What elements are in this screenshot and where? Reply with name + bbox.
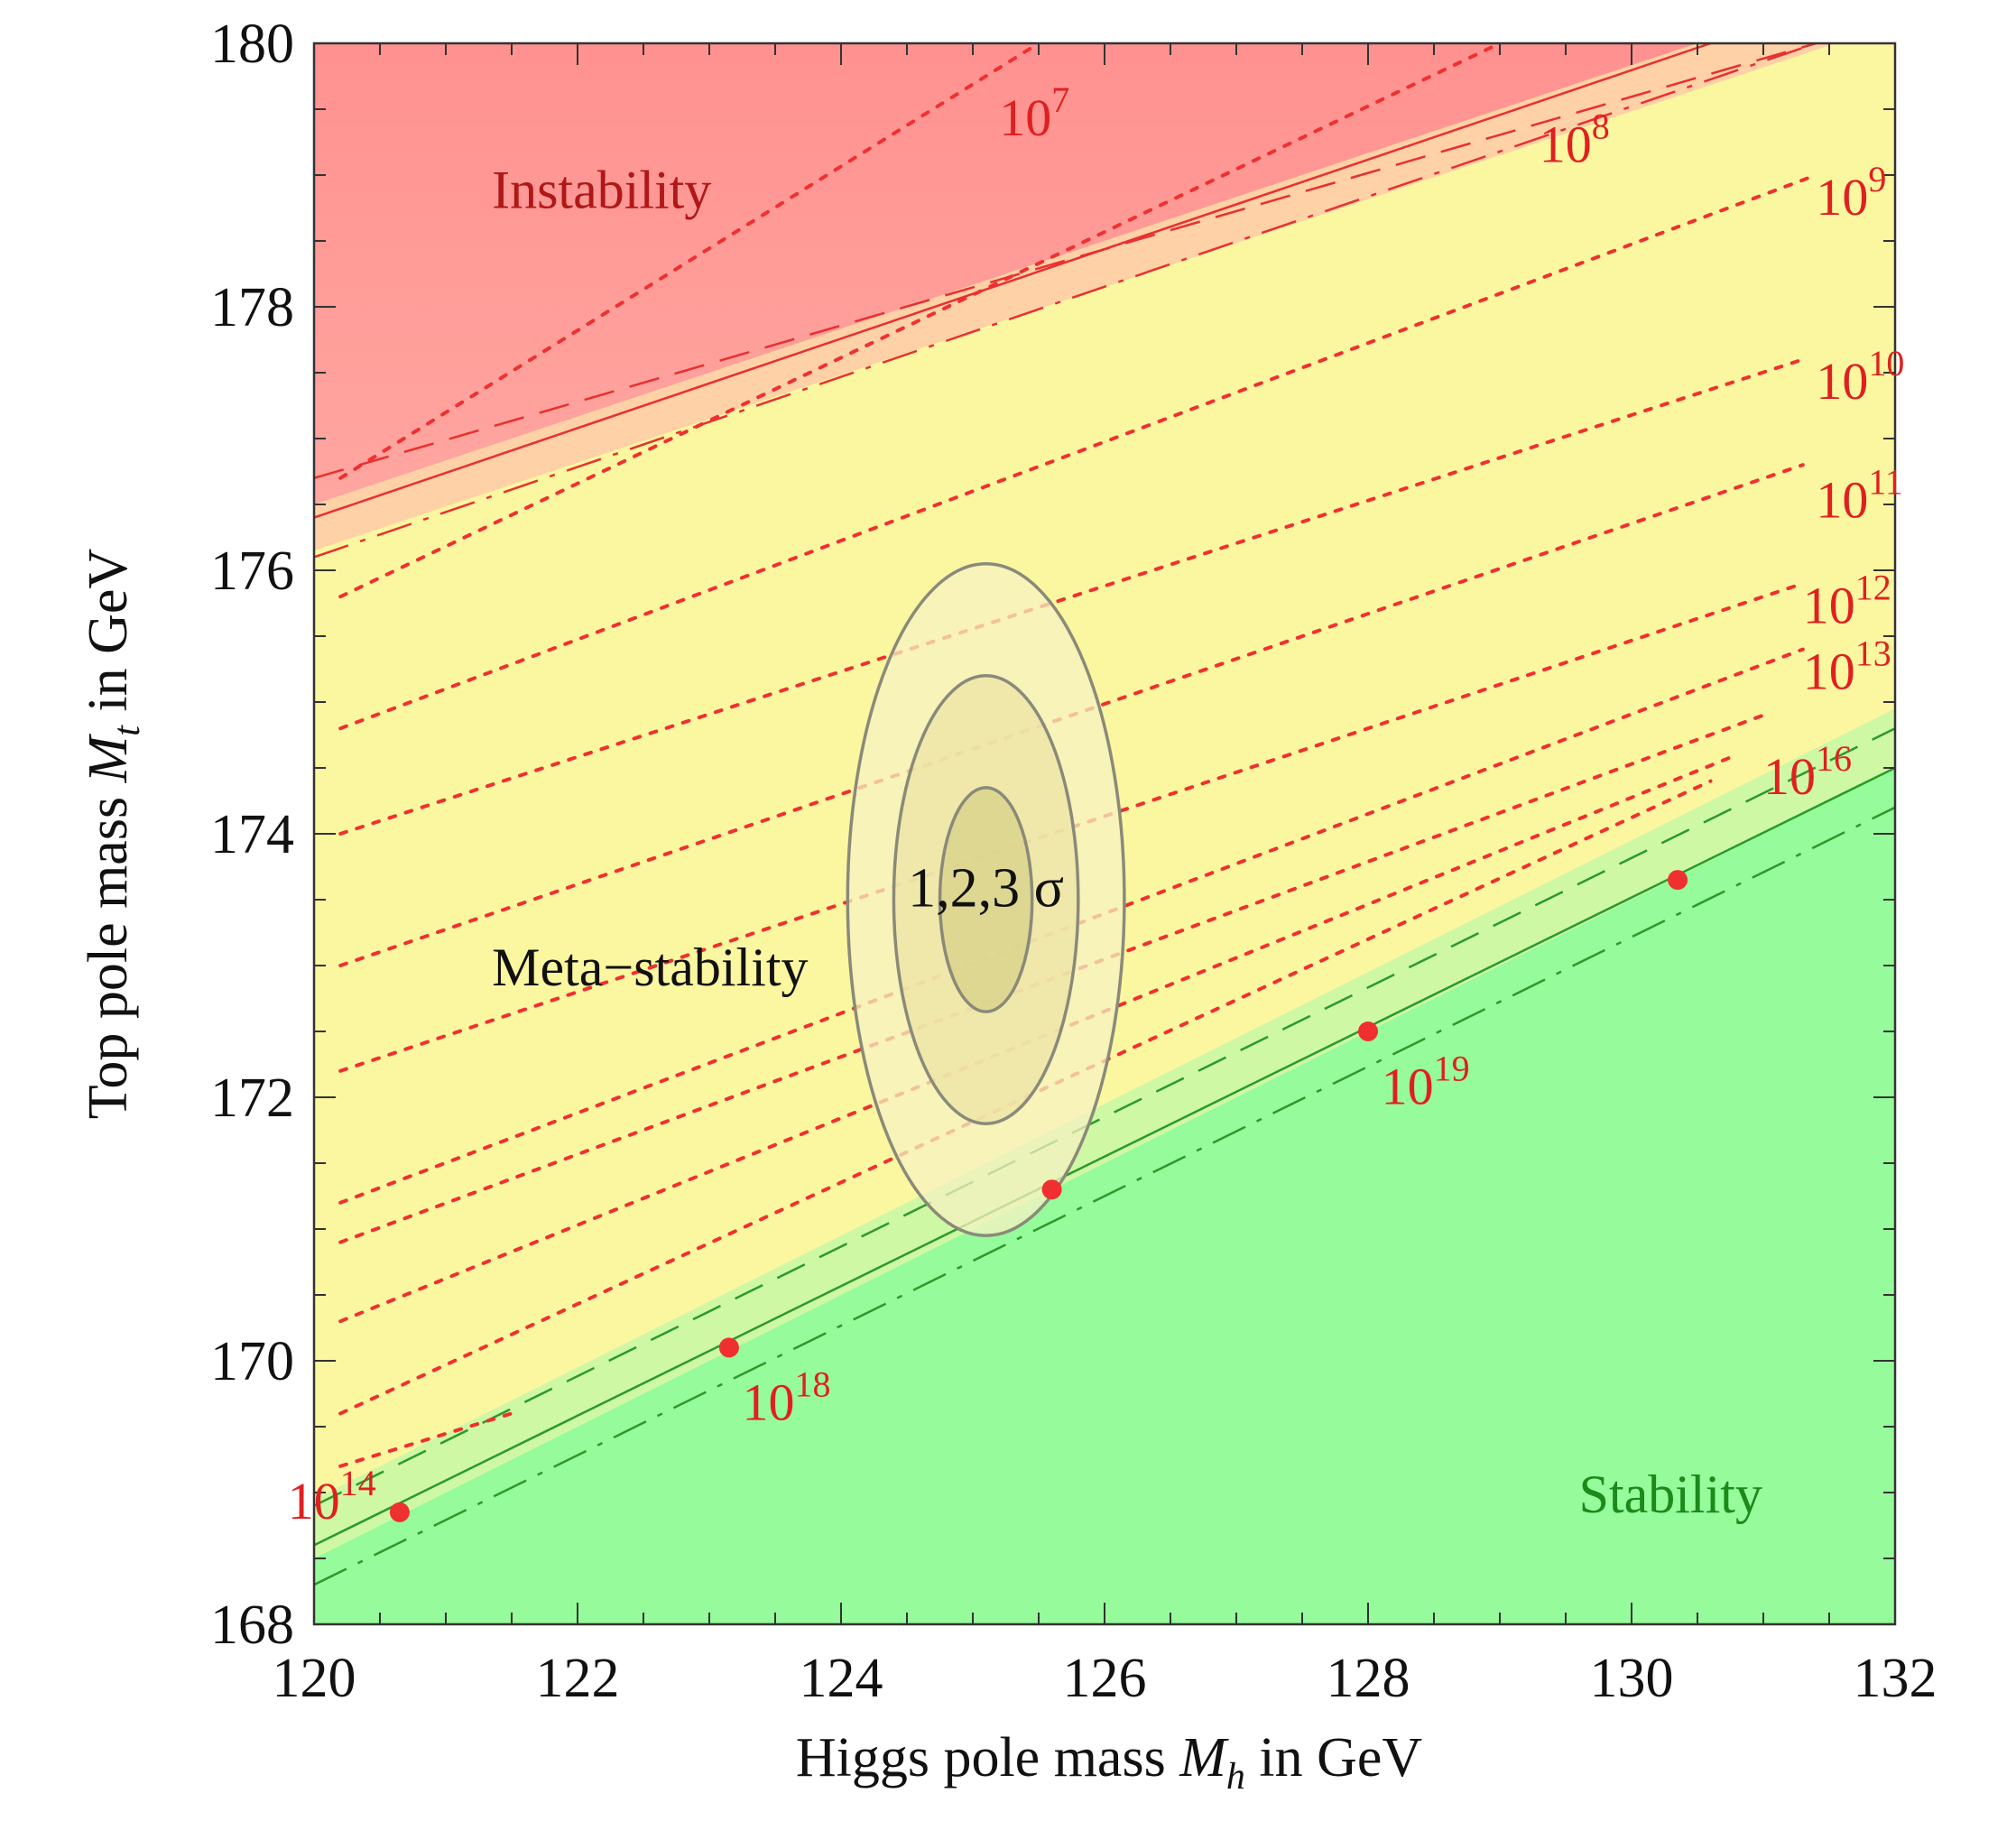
planck-point xyxy=(1358,1021,1378,1041)
lifetime-label-base: 10 xyxy=(288,1472,340,1530)
y-tick-label: 180 xyxy=(210,14,294,75)
instability-boundary-line xyxy=(314,43,1817,480)
planck-point xyxy=(389,1502,410,1522)
y-axis-title-text: Top pole mass xyxy=(78,782,139,1119)
lifetime-line xyxy=(338,1411,513,1468)
lifetime-label-exponent: 16 xyxy=(1816,738,1852,779)
y-tick-label: 170 xyxy=(210,1331,294,1392)
plot-area xyxy=(314,43,1895,1624)
lifetime-label-base: 10 xyxy=(1816,352,1868,411)
planck-point-label-base: 10 xyxy=(1382,1057,1434,1115)
sigma-ellipse xyxy=(938,786,1034,1013)
chart-labels: 120 122 124 126 128 130 1321681701721741761781… xyxy=(78,14,1937,1798)
stability-boundary-line xyxy=(314,766,1895,1547)
metastability-label: Meta−stability xyxy=(492,938,808,997)
x-tick-label: 132 xyxy=(1854,1648,1937,1709)
y-tick-label: 176 xyxy=(210,541,294,602)
lifetime-label-base: 10 xyxy=(1540,115,1592,173)
y-axis-title-sub: t xyxy=(106,725,148,736)
planck-point-label: 1018 xyxy=(743,1364,831,1432)
lifetime-label-base: 10 xyxy=(1803,576,1855,634)
y-tick-label: 174 xyxy=(210,804,294,865)
x-tick-label: 122 xyxy=(536,1648,620,1709)
planck-point-label-exponent: 19 xyxy=(1434,1048,1470,1088)
x-axis-title-symbol: M xyxy=(1179,1727,1229,1789)
x-tick-label: 126 xyxy=(1063,1648,1147,1709)
lifetime-label: 1011 xyxy=(1816,462,1903,530)
y-axis-title-unit: in GeV xyxy=(78,549,139,726)
x-axis-title-sub: h xyxy=(1226,1756,1245,1798)
stability-label: Stability xyxy=(1579,1465,1762,1524)
x-tick-label: 128 xyxy=(1327,1648,1410,1709)
planck-point xyxy=(1668,870,1688,891)
lifetime-line xyxy=(338,43,1040,480)
planck-point-label: 1019 xyxy=(1382,1048,1470,1115)
lifetime-label: 1013 xyxy=(1803,633,1891,700)
sigma-label: 1,2,3 σ xyxy=(908,857,1064,919)
instability-label: Instability xyxy=(492,161,711,220)
lifetime-label-base: 10 xyxy=(999,88,1051,147)
lifetime-line xyxy=(338,43,1502,599)
planck-point xyxy=(1041,1179,1062,1200)
lifetime-label: 1014 xyxy=(288,1463,376,1530)
lifetime-label-exponent: 13 xyxy=(1855,633,1891,673)
lifetime-label: 1012 xyxy=(1803,567,1891,634)
x-tick-label: 130 xyxy=(1590,1648,1674,1709)
lifetime-label: 1016 xyxy=(1763,738,1852,806)
x-axis-title-text: Higgs pole mass xyxy=(796,1727,1179,1789)
stability-boundary-line xyxy=(314,806,1895,1586)
lifetime-label: 108 xyxy=(1540,106,1610,173)
y-tick-label: 168 xyxy=(210,1595,294,1656)
lifetime-label: 107 xyxy=(999,79,1069,147)
lifetime-label-exponent: 8 xyxy=(1592,106,1610,146)
stability-boundary-line xyxy=(314,727,1895,1507)
lifetime-label-exponent: 9 xyxy=(1868,159,1886,199)
lifetime-label-exponent: 11 xyxy=(1868,462,1903,503)
lifetime-label: 1010 xyxy=(1816,343,1904,411)
y-tick-label: 178 xyxy=(210,277,294,338)
y-axis-title-symbol: M xyxy=(78,733,139,783)
x-axis-title-unit: in GeV xyxy=(1245,1727,1423,1789)
lifetime-line xyxy=(338,357,1805,836)
instability-boundary-line xyxy=(314,43,1712,519)
lifetime-label-exponent: 7 xyxy=(1051,79,1069,120)
x-tick-label: 124 xyxy=(800,1648,883,1709)
lifetime-label-base: 10 xyxy=(1816,168,1868,226)
axes xyxy=(312,42,1897,1626)
y-axis-title: Top pole mass Mt in GeV xyxy=(78,549,148,1120)
lifetime-label-base: 10 xyxy=(1763,747,1816,806)
planck-point-label-exponent: 18 xyxy=(795,1364,831,1405)
planck-point-label-base: 10 xyxy=(743,1373,795,1432)
stability-edge-band xyxy=(314,708,1895,1558)
lifetime-label: 109 xyxy=(1816,159,1886,226)
lifetime-label-exponent: 12 xyxy=(1855,567,1891,607)
lifetime-label-base: 10 xyxy=(1803,642,1855,700)
x-tick-label: 120 xyxy=(273,1648,356,1709)
lifetime-label-exponent: 14 xyxy=(340,1463,376,1503)
planck-point xyxy=(718,1337,739,1358)
y-tick-label: 172 xyxy=(210,1068,294,1129)
x-axis-title: Higgs pole mass Mh in GeV xyxy=(796,1727,1423,1798)
lifetime-label-base: 10 xyxy=(1816,471,1868,530)
lifetime-line xyxy=(338,647,1805,1205)
instability-boundary-line xyxy=(314,43,1817,559)
lifetime-line xyxy=(338,173,1818,731)
lifetime-label-exponent: 10 xyxy=(1868,343,1904,384)
